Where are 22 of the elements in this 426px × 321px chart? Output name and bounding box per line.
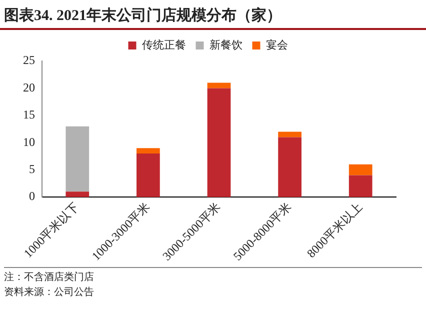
bar bbox=[207, 88, 231, 198]
legend-label: 传统正餐 bbox=[142, 38, 186, 52]
text: 资料来源：公司公告 bbox=[4, 286, 95, 300]
y-tick-label: 25 bbox=[23, 53, 35, 68]
bar bbox=[136, 148, 160, 154]
y-tick-label: 5 bbox=[29, 162, 35, 176]
bar bbox=[207, 82, 231, 88]
bar bbox=[278, 137, 302, 198]
bar bbox=[348, 175, 372, 198]
y-tick-label: 10 bbox=[23, 134, 35, 149]
bar bbox=[66, 126, 90, 192]
bar bbox=[278, 132, 302, 138]
legend-label: 新餐饮 bbox=[209, 38, 242, 52]
text: 注：不含酒店类门店 bbox=[4, 270, 95, 285]
legend-label: 宴会 bbox=[266, 38, 288, 52]
y-tick-label: 20 bbox=[23, 80, 35, 94]
chart-title: 图表34. 2021年末公司门店规模分布（家） bbox=[0, 0, 426, 30]
bar bbox=[136, 154, 160, 198]
y-tick-label: 15 bbox=[23, 108, 35, 122]
bar bbox=[66, 192, 90, 198]
y-tick-label: 0 bbox=[29, 189, 35, 204]
bar bbox=[348, 164, 372, 176]
